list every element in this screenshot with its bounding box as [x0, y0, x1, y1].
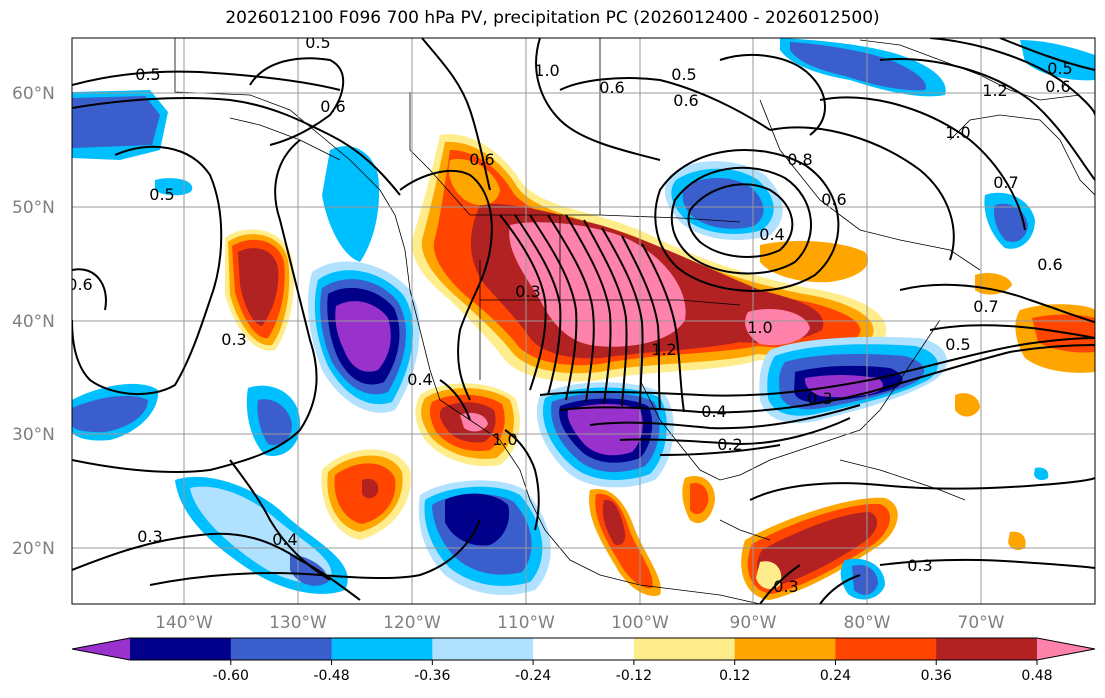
contour-label: 0.6: [599, 78, 624, 97]
contour-label: 0.6: [1037, 255, 1062, 274]
lon-label-120w: 120°W: [383, 613, 441, 633]
contour-label: 0.5: [135, 65, 160, 84]
colorbar-outline: [71, 637, 1096, 661]
colorbar-extend-high: [1037, 638, 1095, 660]
contour-label: 0.5: [671, 65, 696, 84]
contour-label: 0.6: [67, 275, 92, 294]
colorbar-segment: [734, 638, 836, 660]
contour-label: 0.6: [821, 190, 846, 209]
shaded-fields: [72, 38, 1095, 600]
contour-label: 0.6: [673, 91, 698, 110]
lat-label-60n: 60°N: [12, 84, 55, 104]
latitude-labels: 60°N 50°N 40°N 30°N 20°N: [12, 84, 55, 559]
colorbar-segment: [633, 638, 736, 660]
lat-label-30n: 30°N: [12, 425, 55, 445]
colorbar-segment: [130, 638, 232, 660]
colorbar-tick-label: 0.36: [921, 668, 952, 684]
contour-label: 0.3: [907, 556, 932, 575]
map-frame: [71, 37, 1096, 605]
contour-labels: 0.5 0.5 0.6 1.0 0.5 0.6 0.5 0.6 0.5 0.6 …: [67, 33, 1073, 596]
colorbar-extend-low: [72, 638, 130, 660]
contour-label: 1.0: [534, 61, 559, 80]
colorbar-segment: [331, 638, 433, 660]
lon-label-80w: 80°W: [844, 613, 891, 633]
colorbar-tick-label: -0.12: [616, 668, 652, 684]
lat-label-20n: 20°N: [12, 539, 55, 559]
contour-label: 0.3: [773, 577, 798, 596]
lon-label-100w: 100°W: [611, 613, 669, 633]
colorbar-tick-label: 0.12: [719, 668, 750, 684]
contour-label: 0.7: [993, 173, 1018, 192]
contour-label: 1.2: [982, 81, 1007, 100]
contour-label: 0.6: [1045, 77, 1070, 96]
contour-label: 0.3: [221, 330, 246, 349]
contour-label: 0.5: [305, 33, 330, 52]
lon-label-130w: 130°W: [269, 613, 327, 633]
map-content: 0.5 0.5 0.6 1.0 0.5 0.6 0.5 0.6 0.5 0.6 …: [67, 33, 1095, 604]
contour-label: 1.0: [747, 318, 772, 337]
contour-label: 0.3: [807, 389, 832, 408]
lon-label-140w: 140°W: [155, 613, 213, 633]
colorbar-tick-label: 0.24: [820, 668, 851, 684]
lat-label-40n: 40°N: [12, 312, 55, 332]
contour-label: 0.6: [469, 150, 494, 169]
colorbar-tick-label: -0.24: [515, 668, 551, 684]
contour-label: 0.4: [701, 402, 726, 421]
colorbar-segment: [533, 638, 635, 660]
contour-label: 1.0: [945, 123, 970, 142]
contour-label: 0.4: [272, 530, 297, 549]
colorbar-segment: [230, 638, 333, 660]
colorbar-segment: [936, 638, 1038, 660]
colorbar: -0.60 -0.48 -0.36 -0.24 -0.12 0.12 0.24 0.36 0.4…: [71, 637, 1096, 684]
lon-label-70w: 70°W: [958, 613, 1005, 633]
contour-label: 0.6: [320, 97, 345, 116]
map-title: 2026012100 F096 700 hPa PV, precipitatio…: [225, 8, 880, 28]
contour-label: 1.0: [492, 430, 517, 449]
contour-label: 0.7: [973, 297, 998, 316]
gridlines: [72, 38, 1095, 604]
contour-label: 0.5: [149, 185, 174, 204]
contour-label: 0.4: [759, 225, 784, 244]
colorbar-tick-label: -0.48: [313, 668, 349, 684]
lon-label-90w: 90°W: [730, 613, 777, 633]
lat-label-50n: 50°N: [12, 198, 55, 218]
colorbar-segment: [432, 638, 534, 660]
contour-label: 0.3: [515, 282, 540, 301]
colorbar-tick-label: -0.60: [213, 668, 249, 684]
contour-label: 0.8: [787, 150, 812, 169]
contour-label: 0.5: [1047, 59, 1072, 78]
lon-label-110w: 110°W: [497, 613, 555, 633]
contour-label: 1.2: [651, 340, 676, 359]
contour-label: 0.2: [717, 435, 742, 454]
colorbar-tick-label: 0.48: [1021, 668, 1052, 684]
pv-contours: [72, 38, 1095, 604]
contour-label: 0.5: [945, 335, 970, 354]
contour-label: 0.4: [407, 370, 432, 389]
longitude-labels: 140°W 130°W 120°W 110°W 100°W 90°W 80°W …: [155, 613, 1005, 633]
colorbar-tick-label: -0.36: [414, 668, 450, 684]
contour-label: 0.3: [137, 527, 162, 546]
colorbar-segment: [835, 638, 937, 660]
